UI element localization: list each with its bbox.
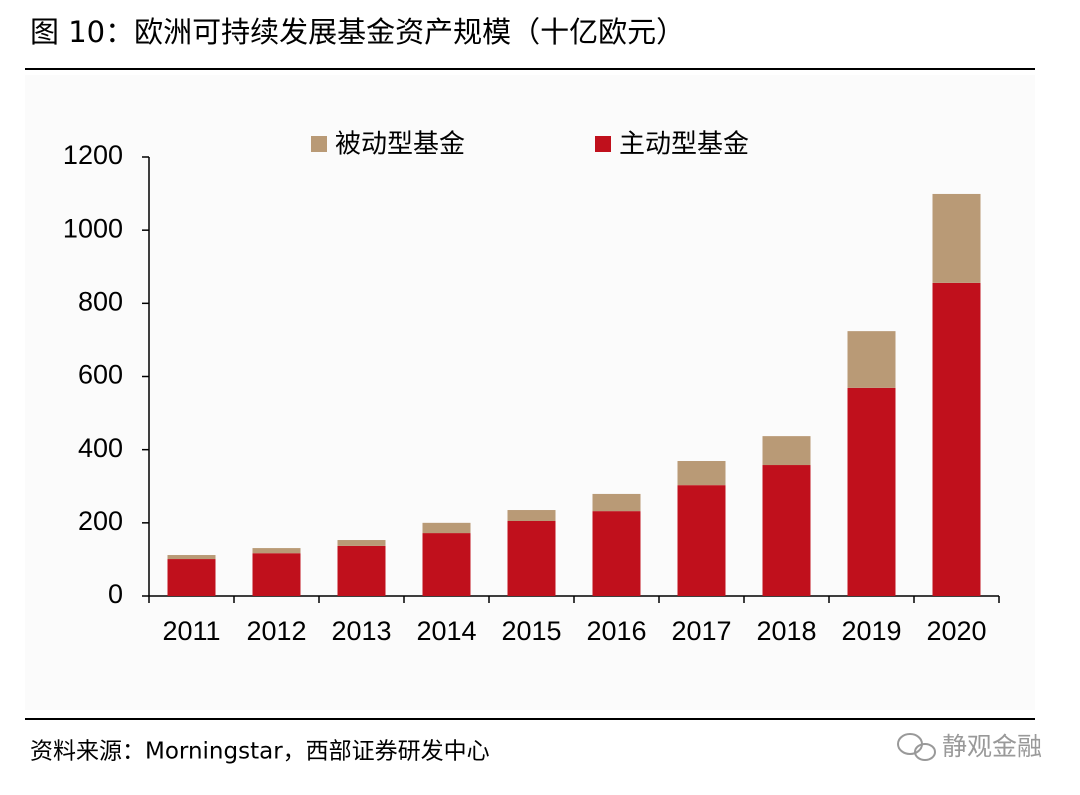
bar-segment bbox=[507, 521, 556, 596]
x-tick-label: 2020 bbox=[926, 616, 986, 646]
x-tick-label: 2018 bbox=[756, 616, 816, 646]
bar-segment bbox=[337, 545, 386, 596]
x-tick-label: 2012 bbox=[246, 616, 306, 646]
legend-label: 被动型基金 bbox=[335, 130, 465, 160]
y-tick-label: 800 bbox=[78, 286, 123, 316]
x-tick-label: 2016 bbox=[586, 616, 646, 646]
x-tick-label: 2011 bbox=[162, 616, 220, 646]
bar-segment bbox=[762, 465, 811, 596]
x-tick-label: 2017 bbox=[671, 616, 731, 646]
source-note: 资料来源：Morningstar，西部证券研发中心 bbox=[30, 739, 490, 765]
legend-swatch bbox=[311, 136, 327, 152]
bar-segment bbox=[167, 555, 216, 560]
y-tick-label: 1200 bbox=[63, 140, 123, 170]
bar-segment bbox=[337, 540, 386, 546]
bar-segment bbox=[677, 461, 726, 486]
legend-swatch bbox=[595, 136, 611, 152]
bar-segment bbox=[592, 511, 641, 596]
figure-title: 图 10：欧洲可持续发展基金资产规模（十亿欧元） bbox=[30, 15, 685, 49]
bar-segment bbox=[422, 533, 471, 596]
y-tick-label: 0 bbox=[108, 579, 123, 609]
y-tick-label: 200 bbox=[78, 506, 123, 536]
x-tick-label: 2014 bbox=[416, 616, 476, 646]
bar-segment bbox=[932, 282, 981, 596]
x-tick-label: 2013 bbox=[331, 616, 391, 646]
watermark: 静观金融 bbox=[942, 732, 1042, 761]
y-tick-label: 400 bbox=[78, 433, 123, 463]
y-tick-label: 600 bbox=[78, 360, 123, 390]
bar-segment bbox=[677, 485, 726, 596]
bar-segment bbox=[847, 331, 896, 388]
y-tick-label: 1000 bbox=[63, 213, 123, 243]
bar-segment bbox=[592, 493, 641, 512]
x-tick-label: 2015 bbox=[501, 616, 561, 646]
bar-segment bbox=[422, 522, 471, 534]
bar-segment bbox=[932, 193, 981, 283]
bar-segment bbox=[507, 510, 556, 522]
bar-segment bbox=[762, 436, 811, 466]
bar-segment bbox=[167, 559, 216, 596]
bar-segment bbox=[252, 548, 301, 554]
watermark-icon bbox=[897, 733, 936, 761]
x-tick-label: 2019 bbox=[841, 616, 901, 646]
bar-segment bbox=[252, 553, 301, 596]
bar-segment bbox=[847, 387, 896, 596]
legend-label: 主动型基金 bbox=[619, 130, 749, 160]
